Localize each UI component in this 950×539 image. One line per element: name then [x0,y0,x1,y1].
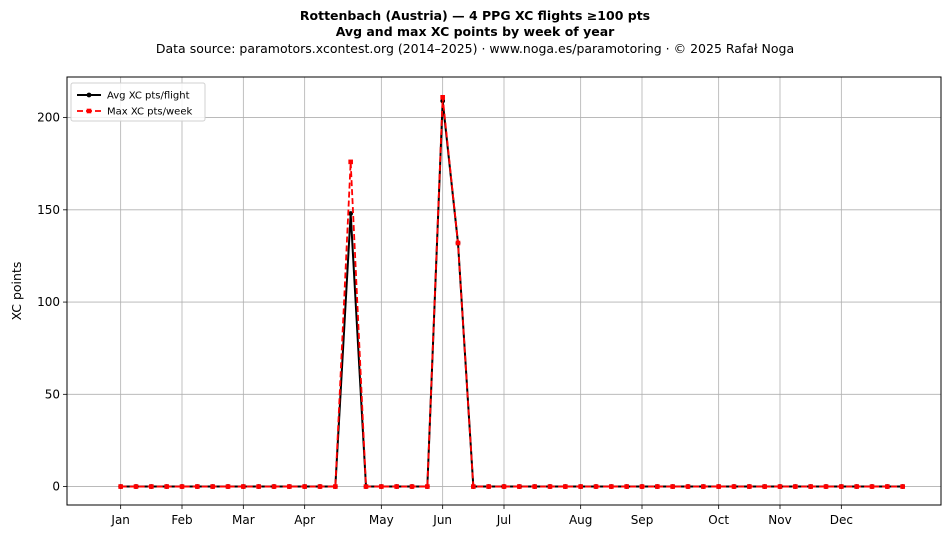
legend-label-avg: Avg XC pts/flight [107,91,190,102]
data-point-max [762,484,767,489]
data-point-max [777,484,783,489]
data-point-max [317,484,323,489]
data-point-max [179,484,185,489]
y-tick-label: 200 [37,111,60,125]
data-point-max [563,484,568,489]
data-point-max [195,484,200,489]
data-point-max [731,484,737,489]
data-point-max [302,484,307,489]
data-point-max [609,484,614,489]
data-point-max [133,484,139,489]
data-point-max [685,484,691,489]
legend-marker-avg [86,92,92,98]
data-point-avg [348,211,354,216]
data-point-max [379,484,384,489]
data-point-max [547,484,553,489]
data-point-max [348,159,353,165]
x-tick-label: Jul [496,513,511,527]
y-axis-label: XC points [9,262,24,321]
data-point-max [885,484,890,489]
data-point-max [670,484,675,489]
legend: Avg XC pts/flight Max XC pts/week [70,82,206,122]
series-layer [118,94,906,489]
data-source-line: Data source: paramotors.xcontest.org (20… [155,41,795,56]
x-tick-label: May [369,513,394,527]
y-tick-label: 150 [37,203,60,217]
data-point-max [854,484,859,489]
x-tick-label: Feb [171,513,192,527]
x-tick-label: Mar [232,513,255,527]
data-point-max [823,484,829,489]
data-point-max [425,484,430,489]
chart-subtitle: Avg and max XC points by week of year [335,24,615,39]
data-point-max [486,484,491,489]
series-line-max [120,96,903,488]
data-point-max [149,484,154,489]
data-point-max [225,484,231,489]
data-point-max [164,484,169,489]
data-point-max [701,484,706,489]
y-tick-label: 50 [45,387,60,401]
x-tick-label: Oct [708,513,729,527]
data-point-max [471,484,476,489]
data-point-max [118,484,123,489]
data-point-max [593,484,599,489]
x-tick-label: Jun [432,513,452,527]
legend-box [70,82,206,122]
x-tick-label: Aug [569,513,592,527]
data-point-max [501,484,507,489]
data-point-max [716,484,721,489]
grid-lines [67,77,941,505]
data-point-max [869,484,875,489]
data-point-max [440,94,445,100]
x-tick-label: Dec [830,513,853,527]
data-point-max [578,484,583,489]
series-line-avg [120,99,903,488]
chart-title: Rottenbach (Austria) — 4 PPG XC flights … [299,8,651,23]
data-point-max [287,484,292,489]
data-point-max [655,484,660,489]
x-tick-label: Jan [110,513,130,527]
x-tick-label: Apr [294,513,315,527]
data-point-max [363,484,369,489]
data-point-max [793,484,798,489]
y-tick-label: 0 [52,480,60,494]
data-point-max [639,484,645,489]
y-tick-label: 100 [37,295,60,309]
x-tick-label: Sep [631,513,654,527]
data-point-max [747,484,752,489]
data-point-max [241,484,246,489]
axis-ticks: 0 50 100 150 200 Jan Feb Mar Apr May Jun Jul Aug Sep O… [9,111,853,527]
x-tick-label: Nov [768,513,791,527]
data-point-max [900,484,905,489]
data-point-max [624,484,629,489]
legend-label-max: Max XC pts/week [107,107,192,118]
data-point-max [271,484,277,489]
data-point-max [409,484,415,489]
data-point-max [517,484,522,489]
data-point-max [333,484,338,489]
data-point-max [455,240,461,246]
data-point-max [532,484,537,489]
chart-titles: Rottenbach (Austria) — 4 PPG XC flights … [0,8,950,57]
data-point-max [256,484,261,489]
legend-marker-max [86,108,92,114]
data-point-max [394,484,399,489]
data-point-max [808,484,813,489]
data-point-max [210,484,215,489]
data-point-max [839,484,844,489]
